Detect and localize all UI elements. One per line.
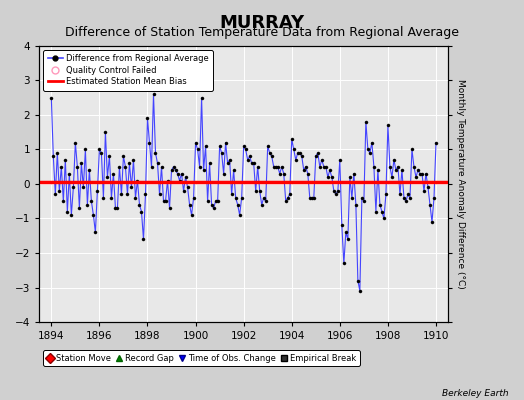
- Text: Berkeley Earth: Berkeley Earth: [442, 389, 508, 398]
- Text: Difference of Station Temperature Data from Regional Average: Difference of Station Temperature Data f…: [65, 26, 459, 39]
- Y-axis label: Monthly Temperature Anomaly Difference (°C): Monthly Temperature Anomaly Difference (…: [456, 79, 465, 289]
- Legend: Station Move, Record Gap, Time of Obs. Change, Empirical Break: Station Move, Record Gap, Time of Obs. C…: [43, 350, 360, 366]
- Text: MURRAY: MURRAY: [220, 14, 304, 32]
